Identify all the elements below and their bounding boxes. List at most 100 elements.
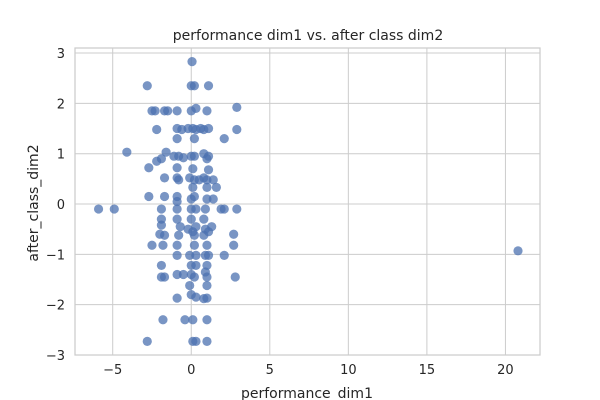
- data-points: [93, 56, 523, 347]
- scatter-point: [208, 194, 218, 204]
- scatter-point: [172, 196, 182, 207]
- scatter-point: [152, 124, 162, 135]
- chart-title: performance dim1 vs. after class dim2: [173, 28, 443, 44]
- scatter-point: [122, 147, 132, 157]
- scatter-point: [150, 106, 160, 116]
- scatter-point: [180, 315, 190, 325]
- scatter-point: [142, 336, 152, 347]
- scatter-point: [172, 269, 182, 280]
- y-tick-label: 2: [57, 97, 65, 112]
- scatter-point: [203, 250, 214, 260]
- scatter-point: [189, 133, 199, 144]
- y-tick-label: 0: [57, 198, 65, 213]
- scatter-point: [178, 269, 188, 280]
- gridlines: [75, 48, 540, 356]
- scatter-point: [188, 182, 198, 193]
- scatter-point: [191, 103, 201, 113]
- scatter-point: [159, 191, 170, 202]
- scatter-point: [202, 240, 212, 250]
- scatter-point: [189, 151, 199, 161]
- scatter-point: [172, 214, 182, 224]
- scatter-point: [185, 250, 195, 260]
- scatter-point: [189, 240, 199, 250]
- scatter-point: [172, 293, 182, 303]
- scatter-point: [191, 250, 201, 260]
- scatter-point: [199, 230, 209, 240]
- scatter-point: [202, 175, 212, 185]
- scatter-point: [159, 272, 170, 282]
- scatter-point: [188, 315, 198, 325]
- x-axis-label: performance_dim1: [241, 386, 373, 400]
- scatter-point: [158, 240, 168, 250]
- scatter-point: [156, 204, 167, 214]
- scatter-point: [232, 204, 242, 214]
- x-tick-label: 20: [497, 363, 514, 378]
- scatter-point: [513, 246, 523, 256]
- tick-labels: −5 0 5 10 15 20 −3 −2 −1 0 1 2 3: [46, 47, 514, 378]
- y-tick-label: −2: [46, 299, 65, 314]
- scatter-point: [178, 153, 188, 163]
- scatter-point: [172, 240, 182, 250]
- scatter-point: [191, 204, 201, 214]
- scatter-point: [219, 250, 229, 260]
- scatter-point: [109, 204, 119, 214]
- scatter-point: [187, 56, 197, 67]
- scatter-point: [208, 175, 218, 185]
- scatter-point: [142, 81, 152, 91]
- scatter-point: [189, 230, 199, 240]
- scatter-point: [203, 81, 214, 91]
- scatter-point: [159, 230, 170, 240]
- scatter-point: [172, 133, 182, 144]
- scatter-point: [232, 124, 242, 135]
- scatter-point: [172, 106, 182, 116]
- scatter-point: [202, 315, 212, 325]
- scatter-point: [152, 156, 162, 166]
- scatter-point: [174, 175, 184, 185]
- scatter-point: [186, 214, 196, 224]
- scatter-point: [144, 163, 154, 173]
- scatter-point: [191, 222, 201, 232]
- scatter-point: [203, 165, 214, 175]
- scatter-point: [202, 293, 212, 303]
- scatter-point: [163, 106, 173, 116]
- scatter-point: [191, 336, 201, 347]
- x-tick-label: 5: [266, 363, 274, 378]
- scatter-point: [199, 214, 209, 224]
- scatter-point: [202, 336, 212, 347]
- scatter-point: [156, 220, 167, 230]
- scatter-point: [189, 81, 199, 91]
- scatter-point: [188, 164, 198, 174]
- x-tick-label: 15: [419, 363, 436, 378]
- scatter-point: [202, 106, 212, 116]
- scatter-point: [232, 102, 242, 112]
- y-axis-label: after_class_dim2: [26, 144, 42, 261]
- scatter-point: [229, 240, 239, 250]
- scatter-point: [175, 222, 185, 232]
- y-tick-label: −3: [46, 349, 65, 364]
- scatter-point: [229, 229, 239, 239]
- scatter-point: [172, 204, 182, 214]
- scatter-point: [202, 182, 212, 193]
- scatter-point: [203, 123, 214, 134]
- y-tick-label: 1: [57, 148, 65, 163]
- scatter-point: [93, 204, 104, 214]
- scatter-point: [203, 151, 214, 161]
- scatter-point: [211, 182, 221, 193]
- scatter-point: [191, 260, 201, 271]
- scatter-point: [189, 272, 199, 282]
- scatter-point: [174, 230, 184, 240]
- x-tick-label: 10: [340, 363, 357, 378]
- scatter-point: [219, 133, 229, 144]
- scatter-point: [230, 272, 240, 282]
- y-tick-label: 3: [57, 47, 65, 62]
- scatter-point: [202, 272, 212, 282]
- scatter-point: [147, 240, 157, 250]
- scatter-point: [159, 173, 170, 183]
- scatter-point: [158, 315, 168, 325]
- scatter-point: [156, 260, 167, 271]
- scatter-point: [207, 222, 217, 232]
- scatter-point: [144, 191, 154, 202]
- y-tick-label: −1: [46, 248, 65, 263]
- scatter-point: [200, 204, 210, 214]
